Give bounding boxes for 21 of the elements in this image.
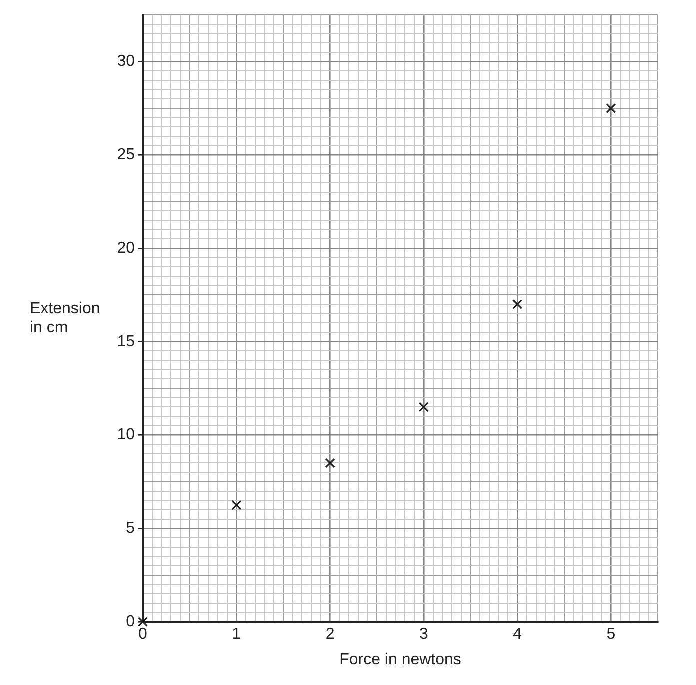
y-tick-label: 5 <box>126 520 136 538</box>
x-tick-label: 5 <box>606 626 616 644</box>
point <box>138 616 148 628</box>
point <box>232 500 242 510</box>
point <box>418 402 429 412</box>
point <box>325 458 336 468</box>
x-tick-label: 0 <box>138 626 148 644</box>
point <box>512 299 523 310</box>
y-axis-title: Extension in cm <box>30 300 100 336</box>
y-tick-label: 10 <box>117 426 136 444</box>
x-tick-label: 2 <box>326 626 335 644</box>
x-tick-label: 4 <box>513 626 522 644</box>
point <box>606 103 616 114</box>
y-tick-label: 30 <box>117 53 136 70</box>
x-tick-label: 1 <box>232 626 242 644</box>
y-tick-label: 20 <box>117 240 136 257</box>
y-tick-label: 0 <box>126 613 136 630</box>
y-tick-label: 25 <box>117 146 136 164</box>
y-tick-label: 15 <box>117 333 136 350</box>
x-axis-title: Force in newtons <box>340 651 462 668</box>
x-tick-label: 3 <box>419 626 428 644</box>
